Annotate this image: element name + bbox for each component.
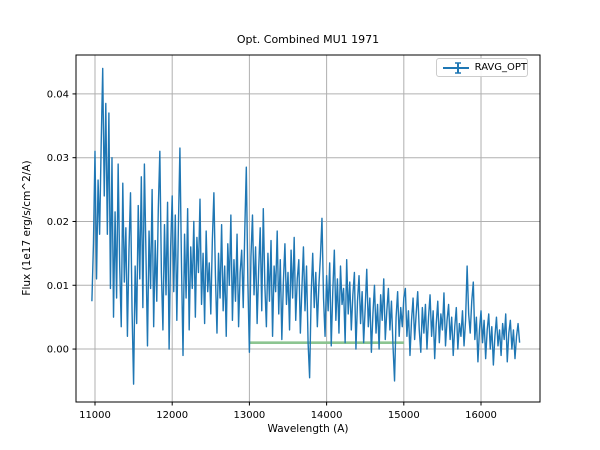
y-tick-label: 0.00 — [47, 345, 69, 356]
x-tick-label: 16000 — [465, 410, 497, 421]
y-tick-label: 0.01 — [47, 281, 69, 292]
x-axis-label: Wavelength (A) — [267, 423, 349, 435]
x-tick-label: 15000 — [388, 410, 420, 421]
x-tick-label: 11000 — [79, 410, 111, 421]
legend-entry-label: RAVG_OPT — [474, 62, 527, 73]
spectrum-line — [91, 67, 521, 385]
x-tick-label: 12000 — [156, 410, 188, 421]
y-tick-label: 0.02 — [47, 217, 69, 228]
x-tick-label: 13000 — [233, 410, 265, 421]
chart-title: Opt. Combined MU1 1971 — [236, 33, 380, 46]
axes-spines — [75, 54, 541, 403]
y-tick-label: 0.03 — [47, 153, 69, 164]
y-axis-label: Flux (1e17 erg/s/cm^2/A) — [21, 160, 33, 296]
x-tick-label: 14000 — [311, 410, 343, 421]
legend: RAVG_OPT — [436, 58, 528, 77]
y-tick-label: 0.04 — [47, 89, 69, 100]
errorbar-marker-icon — [443, 61, 469, 74]
